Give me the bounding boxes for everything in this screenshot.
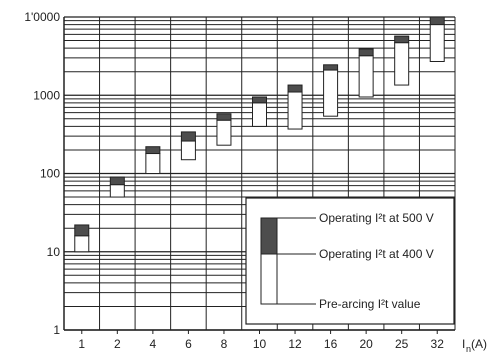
bars [74,16,445,253]
x-axis-title: I n (A) [462,337,487,354]
bar-operating-500v [323,64,339,71]
legend-label-prearc: Pre-arcing I²t value [319,297,421,311]
x-axis-label-unit: (A) [471,337,487,351]
bar-prearcing [358,55,374,98]
legend-swatch-500v [260,217,278,255]
x-tick-label: 16 [324,337,338,351]
bar-prearcing [145,153,161,175]
x-tick-label: 20 [359,337,373,351]
x-tick-label: 8 [221,337,228,351]
x-axis-label-subscript: n [466,344,471,354]
bar-operating-500v [358,48,374,57]
x-tick-label: 32 [431,337,445,351]
y-tick-label: 1 [53,323,60,337]
bar-prearcing [74,235,90,253]
bar-prearcing [180,140,196,161]
bar-operating-500v [216,113,232,121]
bar-operating-500v [394,35,410,44]
bar-operating-500v [287,84,303,93]
legend-swatch-prearc [260,253,278,305]
bar-operating-500v [429,16,445,26]
x-axis-label-symbol: I [462,337,465,351]
y-tick-label: 100 [40,167,60,181]
bar-operating-500v [180,131,196,142]
bar-prearcing [252,102,267,127]
bar-prearcing [429,24,445,62]
legend-box [245,197,455,325]
x-tick-label: 12 [288,337,302,351]
legend-label-400v: Operating I²t at 400 V [319,247,434,261]
x-tick-label: 25 [395,337,409,351]
y-tick-label: 1000 [33,88,60,102]
bar-prearcing [109,184,125,198]
legend-label-500v: Operating I²t at 500 V [319,211,434,225]
bar-operating-500v [145,146,161,155]
y-tick-label: 1'0000 [24,10,60,24]
bar-operating-500v [74,224,90,237]
x-tick-label: 2 [114,337,121,351]
bar-operating-500v [109,176,125,186]
bar-prearcing [216,119,232,146]
bar-operating-500v [252,96,267,104]
bar-prearcing [323,69,339,117]
legend: Operating I²t at 500 V Operating I²t at … [245,197,455,325]
x-tick-label: 10 [253,337,267,351]
bar-prearcing [287,91,303,130]
bar-prearcing [394,42,410,86]
x-tick-label: 1 [78,337,85,351]
y-tick-label: 10 [47,245,61,259]
x-tick-label: 4 [150,337,157,351]
x-tick-label: 6 [185,337,192,351]
